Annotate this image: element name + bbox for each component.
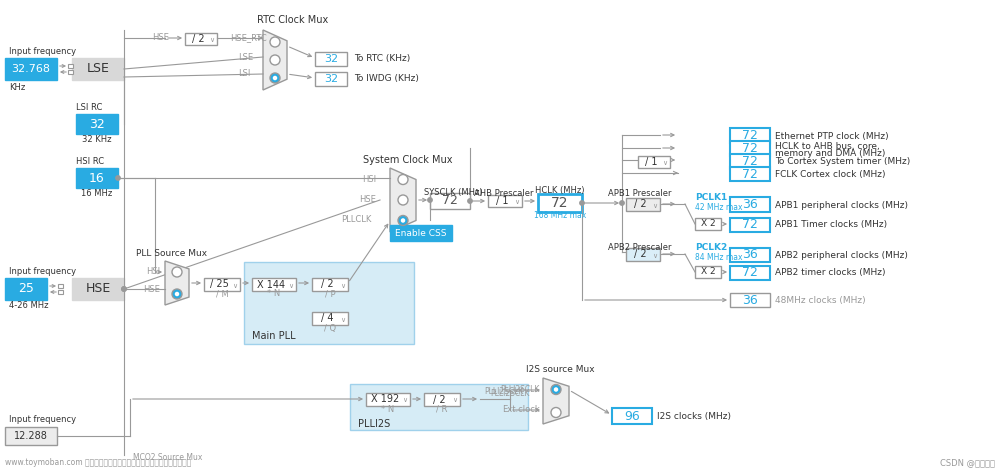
FancyBboxPatch shape (730, 293, 770, 307)
FancyBboxPatch shape (695, 218, 721, 230)
Text: 25: 25 (18, 283, 34, 295)
Text: To IWDG (KHz): To IWDG (KHz) (354, 75, 419, 84)
Circle shape (551, 407, 561, 418)
Text: HSE: HSE (359, 195, 376, 204)
Text: I2S source Mux: I2S source Mux (526, 365, 594, 374)
Text: / Q: / Q (324, 323, 336, 332)
FancyBboxPatch shape (204, 278, 240, 291)
FancyBboxPatch shape (58, 284, 63, 288)
Text: / P: / P (325, 289, 335, 298)
FancyBboxPatch shape (538, 194, 582, 212)
Text: / M: / M (216, 289, 228, 298)
FancyBboxPatch shape (626, 248, 660, 261)
Text: Input frequency: Input frequency (9, 268, 76, 277)
FancyBboxPatch shape (695, 266, 721, 278)
FancyBboxPatch shape (424, 393, 460, 406)
FancyBboxPatch shape (730, 154, 770, 169)
FancyBboxPatch shape (185, 33, 217, 45)
FancyBboxPatch shape (730, 167, 770, 181)
FancyBboxPatch shape (5, 278, 47, 300)
Text: 72: 72 (742, 267, 758, 279)
Text: / 4: / 4 (321, 313, 333, 323)
FancyBboxPatch shape (58, 290, 63, 294)
Text: ∨: ∨ (232, 283, 238, 288)
FancyBboxPatch shape (350, 384, 528, 430)
Text: MCO2 Source Mux: MCO2 Source Mux (133, 454, 203, 463)
Circle shape (172, 267, 182, 277)
FancyBboxPatch shape (312, 278, 348, 291)
Text: LSE: LSE (87, 62, 109, 76)
Circle shape (122, 287, 126, 291)
Text: memory and DMA (MHz): memory and DMA (MHz) (775, 150, 885, 159)
Text: HSE_RTC: HSE_RTC (230, 34, 267, 42)
Text: PLLI2SCLK: PLLI2SCLK (484, 388, 523, 396)
Text: AHB Prescaler: AHB Prescaler (474, 188, 534, 197)
Text: HSE: HSE (85, 283, 111, 295)
FancyBboxPatch shape (638, 156, 670, 168)
Text: CSDN @燃冰小河: CSDN @燃冰小河 (940, 458, 995, 467)
Text: PLLI2SCLK: PLLI2SCLK (501, 386, 540, 395)
Text: HSE: HSE (143, 285, 160, 294)
Text: / 2: / 2 (634, 200, 646, 210)
Text: APB2 timer clocks (MHz): APB2 timer clocks (MHz) (775, 269, 886, 278)
FancyBboxPatch shape (730, 141, 770, 156)
Text: / 2: / 2 (433, 395, 445, 405)
Text: ∨: ∨ (652, 253, 658, 259)
Text: ∨: ∨ (288, 283, 294, 288)
Text: PLL Source Mux: PLL Source Mux (136, 248, 208, 258)
Text: FCLK Cortex clock (MHz): FCLK Cortex clock (MHz) (775, 169, 886, 178)
Text: APB2 Prescaler: APB2 Prescaler (608, 244, 672, 253)
Text: X 144: X 144 (257, 279, 285, 289)
Text: ∨: ∨ (340, 317, 346, 322)
FancyBboxPatch shape (76, 114, 118, 134)
Circle shape (398, 216, 408, 226)
Polygon shape (165, 261, 189, 305)
Text: PCLK1: PCLK1 (695, 194, 727, 202)
Text: 72: 72 (742, 219, 758, 231)
Text: / 2: / 2 (321, 279, 333, 289)
Text: 72: 72 (742, 142, 758, 155)
FancyBboxPatch shape (730, 248, 770, 262)
Text: 72: 72 (551, 196, 569, 210)
Text: 96: 96 (624, 410, 640, 422)
Text: 72: 72 (442, 194, 458, 208)
Circle shape (273, 76, 277, 80)
Text: 16: 16 (89, 171, 105, 185)
Text: ∨: ∨ (514, 199, 520, 205)
FancyBboxPatch shape (76, 168, 118, 188)
Text: ∨: ∨ (340, 283, 346, 288)
Text: LSI RC: LSI RC (76, 103, 102, 112)
Text: 32: 32 (324, 74, 338, 84)
Text: 12.288: 12.288 (14, 431, 48, 441)
Circle shape (554, 387, 558, 392)
Text: HCLK to AHB bus, core,: HCLK to AHB bus, core, (775, 142, 880, 151)
FancyBboxPatch shape (730, 218, 770, 232)
Text: 36: 36 (742, 248, 758, 261)
Text: LSI: LSI (238, 68, 250, 77)
FancyBboxPatch shape (430, 193, 470, 209)
Text: ∨: ∨ (652, 202, 658, 209)
FancyBboxPatch shape (5, 427, 57, 445)
Circle shape (428, 198, 432, 202)
FancyBboxPatch shape (68, 64, 73, 68)
Text: 42 MHz max: 42 MHz max (695, 202, 742, 211)
FancyBboxPatch shape (315, 72, 347, 86)
Text: 36: 36 (742, 198, 758, 211)
Text: HSI: HSI (362, 176, 376, 185)
Text: LSE: LSE (238, 52, 253, 61)
Circle shape (270, 55, 280, 65)
FancyBboxPatch shape (612, 408, 652, 424)
Circle shape (175, 292, 179, 296)
Text: 32.768: 32.768 (12, 64, 50, 74)
Text: / 25: / 25 (210, 279, 228, 289)
FancyBboxPatch shape (252, 278, 296, 291)
FancyBboxPatch shape (730, 266, 770, 280)
Text: X 2: X 2 (701, 219, 715, 228)
FancyBboxPatch shape (730, 197, 770, 212)
Text: ∨: ∨ (402, 397, 408, 404)
Text: Ext.clock: Ext.clock (502, 405, 540, 414)
Text: / 2: / 2 (192, 34, 204, 44)
Text: System Clock Mux: System Clock Mux (363, 155, 453, 165)
Circle shape (551, 385, 561, 395)
